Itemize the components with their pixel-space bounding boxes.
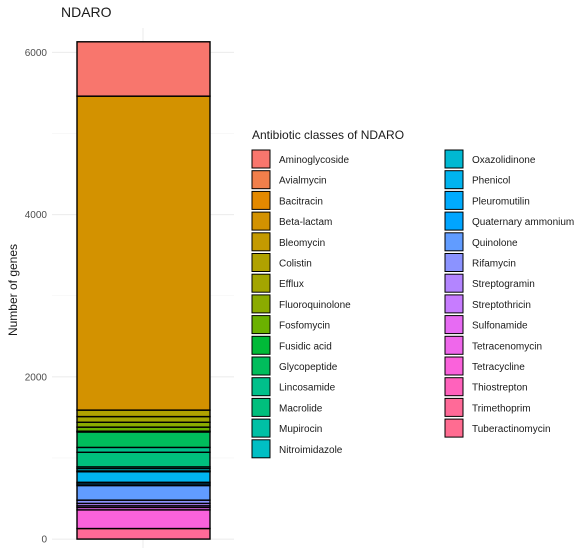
bar-segment-quinolone xyxy=(76,484,211,501)
bar-segment-colistin xyxy=(76,409,211,418)
bar-segment-tetracycline xyxy=(76,509,211,530)
legend-label-macrolide: Macrolide xyxy=(279,403,323,414)
legend-key-fosfomycin xyxy=(251,315,271,335)
legend-label-quaternary-ammonium: Quaternary ammonium xyxy=(472,217,574,228)
legend-key-beta-lactam xyxy=(251,211,271,231)
legend-key-efflux xyxy=(251,273,271,293)
bar-segment-efflux xyxy=(76,415,211,423)
legend-label-fluoroquinolone: Fluoroquinolone xyxy=(279,300,351,311)
legend-key-tetracycline xyxy=(444,356,464,376)
legend-label-pleuromutilin: Pleuromutilin xyxy=(472,196,530,207)
legend-key-streptothricin xyxy=(444,294,464,314)
legend-label-bacitracin: Bacitracin xyxy=(279,196,323,207)
legend-key-quinolone xyxy=(444,232,464,252)
legend-label-fusidic-acid: Fusidic acid xyxy=(279,341,332,352)
bar-segment-beta-lactam xyxy=(76,95,211,411)
bar-segment-lincosamide xyxy=(76,446,211,453)
y-axis-ticks: 0 2000 4000 6000 xyxy=(25,48,48,546)
bar-segment-glycopeptide xyxy=(76,431,211,449)
legend-label-lincosamide: Lincosamide xyxy=(279,383,336,394)
legend-key-thiostrepton xyxy=(444,377,464,397)
legend-key-trimethoprim xyxy=(444,397,464,417)
bar-segment-aminoglycoside xyxy=(76,41,211,97)
legend-title: Antibiotic classes of NDARO xyxy=(252,128,404,142)
bar-segment-phenicol xyxy=(76,471,211,483)
legend-label-bleomycin: Bleomycin xyxy=(279,238,325,249)
legend-key-mupirocin xyxy=(251,418,271,438)
legend-key-avialmycin xyxy=(251,170,271,190)
plot-panel xyxy=(52,28,234,548)
legend-label-aminoglycoside: Aminoglycoside xyxy=(279,155,349,166)
bar-segment-fluoroquinolone xyxy=(76,421,211,428)
y-tick-label: 6000 xyxy=(25,48,48,59)
legend-label-streptothricin: Streptothricin xyxy=(472,300,531,311)
legend-key-streptogramin xyxy=(444,273,464,293)
legend-label-avialmycin: Avialmycin xyxy=(279,176,327,187)
legend-label-oxazolidinone: Oxazolidinone xyxy=(472,155,536,166)
legend-key-bacitracin xyxy=(251,190,271,210)
chart-title: NDARO xyxy=(61,4,112,20)
legend-label-colistin: Colistin xyxy=(279,259,312,270)
legend-key-aminoglycoside xyxy=(251,149,271,169)
y-tick-label: 0 xyxy=(41,535,47,546)
legend-label-trimethoprim: Trimethoprim xyxy=(472,403,531,414)
legend-label-mupirocin: Mupirocin xyxy=(279,424,322,435)
bar-segment-trimethoprim xyxy=(76,527,211,540)
legend-label-phenicol: Phenicol xyxy=(472,176,510,187)
legend-key-bleomycin xyxy=(251,232,271,252)
legend-key-phenicol xyxy=(444,170,464,190)
legend-key-pleuromutilin xyxy=(444,190,464,210)
legend-key-sulfonamide xyxy=(444,315,464,335)
legend-key-rifamycin xyxy=(444,253,464,272)
legend-key-fusidic-acid xyxy=(251,335,271,355)
legend-key-quaternary-ammonium xyxy=(444,211,464,231)
legend-label-rifamycin: Rifamycin xyxy=(472,259,516,270)
legend-label-tuberactinomycin: Tuberactinomycin xyxy=(472,424,551,435)
y-tick-label: 4000 xyxy=(25,210,48,221)
legend-label-glycopeptide: Glycopeptide xyxy=(279,362,338,373)
legend-label-thiostrepton: Thiostrepton xyxy=(472,383,528,394)
legend-key-oxazolidinone xyxy=(444,149,464,169)
bar-segment-macrolide xyxy=(76,451,211,468)
legend-key-colistin xyxy=(251,253,271,272)
legend-key-nitroimidazole xyxy=(251,439,271,459)
legend-label-beta-lactam: Beta-lactam xyxy=(279,217,332,228)
legend-label-quinolone: Quinolone xyxy=(472,238,518,249)
legend-label-sulfonamide: Sulfonamide xyxy=(472,321,528,332)
y-axis-label: Number of genes xyxy=(6,244,20,336)
legend: Antibiotic classes of NDARO Aminoglycosi… xyxy=(251,128,574,459)
legend-label-tetracycline: Tetracycline xyxy=(472,362,525,373)
legend-items: Aminoglycoside Avialmycin Bacitracin Beta-l… xyxy=(251,149,574,459)
bar-stack xyxy=(76,41,211,540)
legend-key-tuberactinomycin xyxy=(444,418,464,438)
legend-key-tetracenomycin xyxy=(444,335,464,355)
legend-label-nitroimidazole: Nitroimidazole xyxy=(279,445,343,456)
legend-key-fluoroquinolone xyxy=(251,294,271,314)
legend-label-tetracenomycin: Tetracenomycin xyxy=(472,341,542,352)
legend-label-streptogramin: Streptogramin xyxy=(472,279,535,290)
legend-label-fosfomycin: Fosfomycin xyxy=(279,321,330,332)
legend-label-efflux: Efflux xyxy=(279,279,304,290)
legend-key-lincosamide xyxy=(251,377,271,397)
legend-key-macrolide xyxy=(251,397,271,417)
y-tick-label: 2000 xyxy=(25,372,48,383)
legend-key-glycopeptide xyxy=(251,356,271,376)
